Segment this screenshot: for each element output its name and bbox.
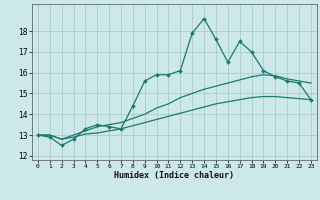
X-axis label: Humidex (Indice chaleur): Humidex (Indice chaleur) — [115, 171, 234, 180]
